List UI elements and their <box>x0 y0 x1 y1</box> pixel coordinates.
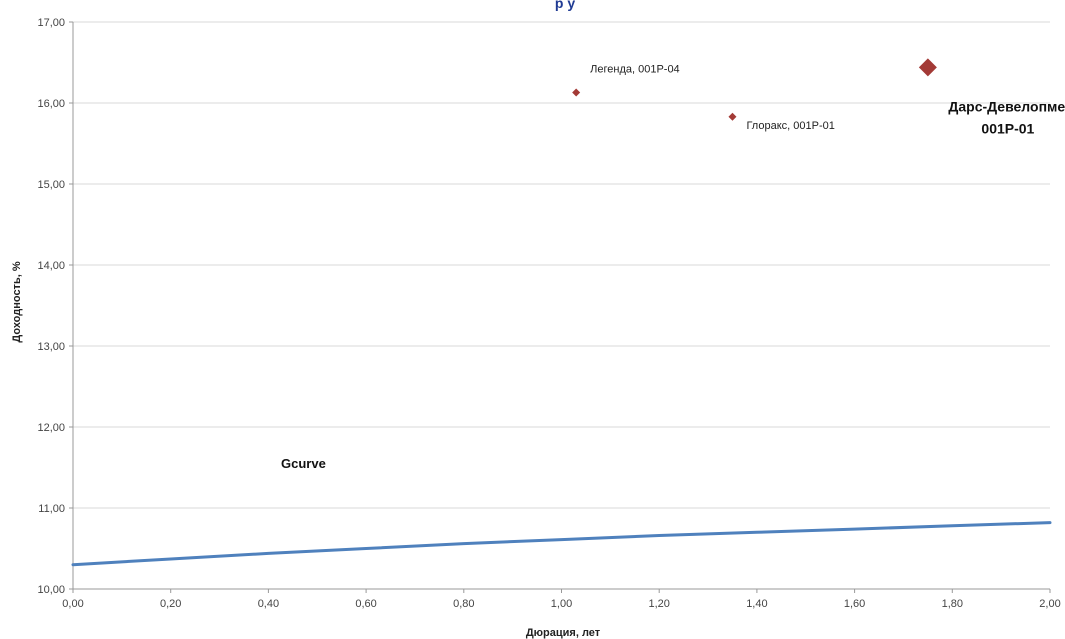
y-tick-labels: 10,00 11,00 12,00 13,00 14,00 15,00 16,00 17,00 <box>37 17 65 596</box>
y-tick-label: 14,00 <box>37 260 65 272</box>
gcurve-label: Gcurve <box>281 456 326 471</box>
chart-title-fragment: р у <box>555 0 575 11</box>
x-tick-label: 0,00 <box>62 598 83 610</box>
series-lines <box>71 521 1052 567</box>
y-tick-label: 15,00 <box>37 179 65 191</box>
y-tick-label: 12,00 <box>37 422 65 434</box>
data-point-marker <box>728 112 737 121</box>
x-tick-labels: 0,00 0,20 0,40 0,60 0,80 1,00 1,20 1,40 1,60 1,80… <box>62 598 1060 610</box>
y-tick-label: 11,00 <box>38 503 65 515</box>
gridlines <box>73 21 1050 509</box>
data-point-marker <box>918 58 937 77</box>
x-tick-label: 0,80 <box>453 598 474 610</box>
data-label: 001Р-01 <box>981 120 1034 136</box>
x-tick-label: 0,20 <box>160 598 181 610</box>
gcurve-line <box>71 521 1052 567</box>
point-labels: Легенда, 001Р-04 Глоракс, 001Р-01 Дарс-Дев… <box>590 63 1065 136</box>
data-points <box>572 58 937 121</box>
y-tick-label: 13,00 <box>37 341 65 353</box>
x-tick-label: 1,20 <box>648 598 669 610</box>
x-tick-label: 0,60 <box>355 598 376 610</box>
x-tick-label: 1,40 <box>746 598 767 610</box>
y-axis-title: Доходность, % <box>11 261 23 342</box>
x-tick-label: 1,60 <box>844 598 865 610</box>
x-tick-label: 1,80 <box>942 598 963 610</box>
x-tick-label: 2,00 <box>1039 598 1060 610</box>
data-label: Глоракс, 001Р-01 <box>746 120 834 132</box>
data-label: Легенда, 001Р-04 <box>590 63 680 75</box>
y-tick-label: 10,00 <box>37 584 65 596</box>
x-tick-label: 0,40 <box>258 598 279 610</box>
axes <box>69 21 1051 593</box>
x-axis-title: Дюрация, лет <box>526 627 601 639</box>
x-tick-label: 1,00 <box>551 598 572 610</box>
y-tick-label: 16,00 <box>37 98 65 110</box>
data-label: Дарс-Девелопмент, <box>948 98 1065 114</box>
y-tick-label: 17,00 <box>37 17 65 29</box>
data-point-marker <box>572 88 581 97</box>
